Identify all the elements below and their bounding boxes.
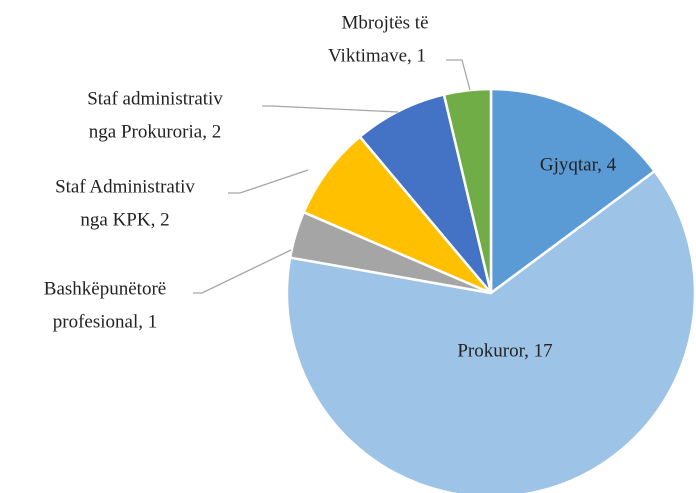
leader-line (262, 105, 399, 113)
data-label: Viktimave, 1 (328, 45, 426, 66)
data-label: Bashkëpunëtorë (44, 278, 166, 299)
leader-line (446, 59, 471, 91)
pie-slice (285, 169, 696, 493)
data-label: nga KPK, 2 (80, 209, 169, 230)
data-label: Mbrojtës të (341, 12, 428, 33)
data-label: profesional, 1 (53, 311, 157, 332)
leader-line (228, 169, 309, 194)
data-label: Staf Administrativ (55, 176, 195, 197)
pie-slice (442, 87, 493, 294)
data-label: Prokuror, 17 (457, 340, 552, 361)
data-label: Gjyqtar, 4 (540, 154, 617, 175)
leader-line (193, 249, 292, 294)
data-label: nga Prokuroria, 2 (89, 121, 221, 142)
pie-slice (489, 87, 657, 296)
data-label: Staf administrativ (87, 88, 223, 109)
